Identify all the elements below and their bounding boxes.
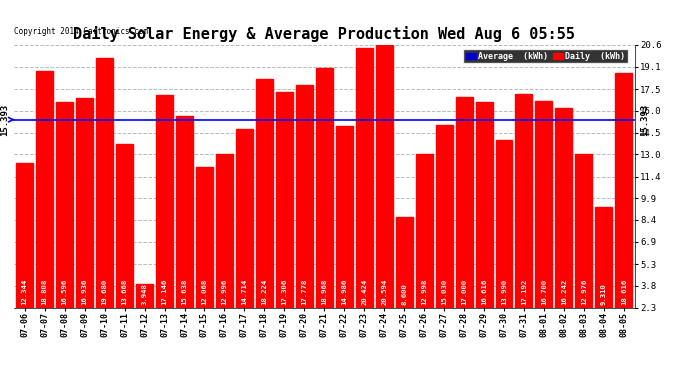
Bar [595,207,612,308]
Text: 12.068: 12.068 [201,279,208,305]
Text: 15.638: 15.638 [181,279,188,305]
Text: 13.668: 13.668 [121,279,128,305]
Text: 17.192: 17.192 [521,279,527,305]
Legend: Average  (kWh), Daily  (kWh): Average (kWh), Daily (kWh) [464,49,627,63]
Text: 3.948: 3.948 [141,284,148,305]
Bar [555,108,573,307]
Bar [216,154,233,308]
Text: 20.424: 20.424 [362,279,367,305]
Text: 12.976: 12.976 [581,279,587,305]
Text: 16.936: 16.936 [81,279,88,305]
Bar [236,129,253,308]
Bar [37,71,53,308]
Text: 16.616: 16.616 [481,279,487,305]
Text: 14.714: 14.714 [241,279,248,305]
Bar [495,140,513,308]
Text: 18.616: 18.616 [621,279,627,305]
Text: 15.393: 15.393 [640,104,649,136]
Text: 12.344: 12.344 [22,279,28,305]
Bar [136,284,153,308]
Text: 12.998: 12.998 [421,279,427,305]
Bar [615,74,632,308]
Text: 13.990: 13.990 [501,279,507,305]
Text: Copyright 2014 Cartronics.com: Copyright 2014 Cartronics.com [14,27,148,36]
Bar [296,86,313,308]
Text: 15.030: 15.030 [441,279,447,305]
Text: 20.594: 20.594 [381,279,387,305]
Bar [575,154,593,308]
Bar [336,126,353,308]
Text: 16.596: 16.596 [61,279,68,305]
Bar [395,217,413,308]
Title: Daily Solar Energy & Average Production Wed Aug 6 05:55: Daily Solar Energy & Average Production … [73,27,575,42]
Text: 18.808: 18.808 [42,279,48,305]
Bar [276,92,293,308]
Text: 17.778: 17.778 [302,279,307,305]
Text: 12.996: 12.996 [221,279,228,305]
Bar [17,164,33,308]
Bar [76,98,93,308]
Text: 8.600: 8.600 [401,284,407,305]
Text: 16.242: 16.242 [561,279,567,305]
Text: 14.986: 14.986 [342,279,347,305]
Text: 9.310: 9.310 [601,284,607,305]
Bar [176,116,193,308]
Text: 15.393: 15.393 [0,104,9,136]
Text: 17.000: 17.000 [461,279,467,305]
Bar [475,102,493,308]
Bar [156,94,173,308]
Bar [415,154,433,308]
Text: 17.306: 17.306 [282,279,287,305]
Bar [376,45,393,308]
Bar [316,68,333,308]
Text: 17.146: 17.146 [161,279,168,305]
Text: 19.680: 19.680 [101,279,108,305]
Bar [515,94,533,308]
Bar [56,102,73,308]
Bar [196,167,213,308]
Bar [96,58,113,308]
Bar [356,48,373,308]
Text: 16.700: 16.700 [541,279,547,305]
Text: 18.224: 18.224 [262,279,268,305]
Bar [535,101,553,308]
Text: 18.968: 18.968 [322,279,327,305]
Bar [256,79,273,308]
Bar [455,97,473,308]
Bar [116,144,133,308]
Bar [435,125,453,308]
